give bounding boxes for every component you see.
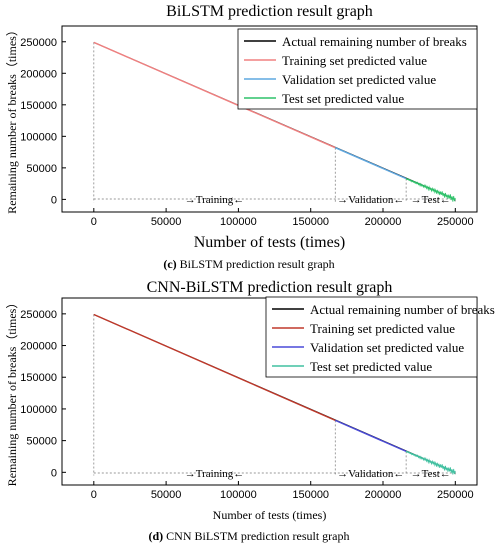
x-tick-label: 250000 xyxy=(437,216,474,228)
series-line xyxy=(335,147,407,180)
chart-cnn-bilstm: CNN-BiLSTM prediction result graph 0 50000… xyxy=(5,279,495,522)
x-axis-label: Number of tests (times) xyxy=(213,508,327,522)
legend-label: Validation set predicted value xyxy=(310,340,464,355)
y-tick-label: 50000 xyxy=(26,436,57,448)
series-line xyxy=(93,41,336,149)
segment-label-validation: →Validation← xyxy=(337,468,404,480)
x-tick-label: 150000 xyxy=(292,489,329,501)
x-tick-label: 100000 xyxy=(220,216,257,228)
test-noise-line xyxy=(405,178,456,202)
x-tick-label: 100000 xyxy=(220,489,257,501)
x-tick-label: 250000 xyxy=(437,489,474,501)
legend-label: Actual remaining number of breaks xyxy=(310,302,495,317)
y-tick-label: 0 xyxy=(51,467,57,479)
caption-d: (d) CNN BiLSTM prediction result graph xyxy=(148,529,350,543)
legend: Actual remaining number of breaks Trainin… xyxy=(265,296,495,378)
y-tick-label: 200000 xyxy=(20,68,57,80)
series-line xyxy=(93,313,336,421)
legend-label: Test set predicted value xyxy=(282,91,404,106)
chart-bilstm: BiLSTM prediction result graph 0 50000 1000… xyxy=(5,3,478,251)
x-tick-label: 0 xyxy=(91,489,97,501)
x-tick-label: 200000 xyxy=(365,216,402,228)
legend-box xyxy=(237,28,478,110)
y-axis-label: Remaining number of breaks（times） xyxy=(5,24,19,214)
legend-label: Training set predicted value xyxy=(282,53,427,68)
y-tick-label: 50000 xyxy=(26,163,57,175)
chart-title: CNN-BiLSTM prediction result graph xyxy=(147,279,393,296)
legend-label: Actual remaining number of breaks xyxy=(282,34,467,49)
segment-label-training: →Training← xyxy=(185,194,245,206)
y-axis-label: Remaining number of breaks（times） xyxy=(5,297,19,487)
legend-box xyxy=(265,296,478,378)
chart-title: BiLSTM prediction result graph xyxy=(166,3,373,20)
legend-label: Validation set predicted value xyxy=(282,72,436,87)
y-tick-label: 150000 xyxy=(20,100,57,112)
segment-label-test: →Test← xyxy=(411,468,451,480)
test-noise-line xyxy=(405,450,456,475)
x-tick-label: 50000 xyxy=(151,216,182,228)
y-tick-label: 200000 xyxy=(20,341,57,353)
x-tick-label: 50000 xyxy=(151,489,182,501)
plot-frame xyxy=(61,25,478,213)
legend: Actual remaining number of breaks Trainin… xyxy=(237,28,478,110)
segment-label-test: →Test← xyxy=(411,194,451,206)
x-axis-label: Number of tests (times) xyxy=(194,234,346,251)
x-tick-label: 150000 xyxy=(292,216,329,228)
x-tick-label: 200000 xyxy=(365,489,402,501)
segment-label-training: →Training← xyxy=(185,468,245,480)
series-line xyxy=(335,419,407,453)
y-tick-label: 250000 xyxy=(20,309,57,321)
segment-label-validation: →Validation← xyxy=(337,194,404,206)
y-tick-label: 100000 xyxy=(20,404,57,416)
y-tick-label: 250000 xyxy=(20,37,57,49)
y-tick-label: 100000 xyxy=(20,131,57,143)
x-tick-label: 0 xyxy=(91,216,97,228)
caption-c: (c) BiLSTM prediction result graph xyxy=(163,257,335,271)
legend-label: Training set predicted value xyxy=(310,321,455,336)
y-tick-label: 150000 xyxy=(20,372,57,384)
y-tick-label: 0 xyxy=(51,194,57,206)
legend-label: Test set predicted value xyxy=(310,359,432,374)
